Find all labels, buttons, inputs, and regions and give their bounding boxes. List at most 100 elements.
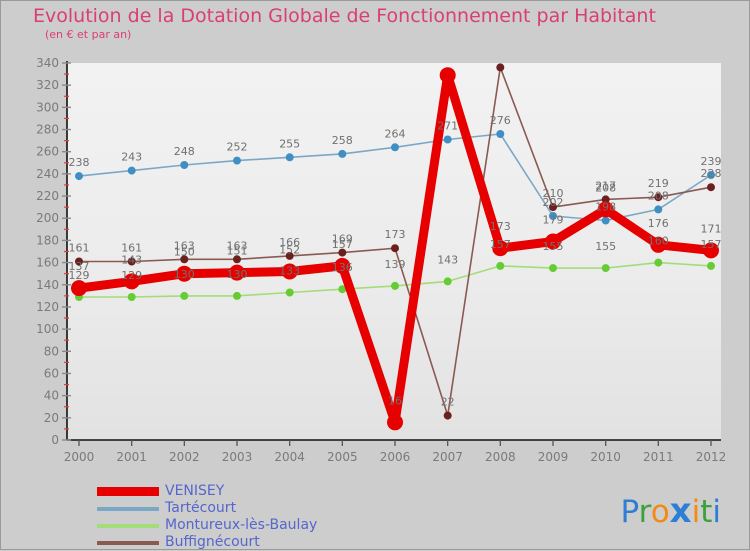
data-point — [707, 261, 715, 270]
y-tick-label: 120 — [36, 300, 59, 314]
y-tick-label: 260 — [36, 145, 59, 159]
data-label: 208 — [595, 181, 616, 194]
data-point — [338, 248, 347, 257]
data-point — [391, 244, 399, 253]
data-point — [387, 414, 403, 431]
data-label: 161 — [121, 242, 142, 255]
legend-item-buffign-court[interactable]: Buffignécourt — [97, 534, 317, 551]
legend-swatch — [97, 487, 159, 496]
y-tick-label: 0 — [51, 433, 59, 447]
page-title: Evolution de la Dotation Globale de Fonc… — [33, 5, 656, 27]
data-label: 163 — [227, 239, 248, 252]
y-tick-label: 160 — [36, 256, 59, 270]
data-point — [180, 291, 189, 300]
x-tick-label: 2004 — [274, 450, 305, 464]
y-tick-label: 180 — [36, 233, 59, 247]
data-point — [338, 149, 347, 158]
data-point — [391, 281, 399, 290]
data-label: 137 — [69, 260, 90, 273]
x-tick-label: 2001 — [116, 450, 147, 464]
y-tick-label: 100 — [36, 322, 59, 336]
data-label: 208 — [648, 189, 669, 202]
data-label: 173 — [490, 220, 511, 233]
x-tick-label: 2006 — [380, 450, 411, 464]
x-tick-label: 2002 — [169, 450, 200, 464]
y-tick-label: 340 — [36, 56, 59, 70]
legend-label: Buffignécourt — [165, 534, 260, 550]
data-point — [233, 156, 241, 165]
data-point — [439, 67, 456, 84]
data-label: 157 — [332, 238, 353, 251]
y-tick-label: 80 — [44, 344, 59, 358]
data-label: 173 — [385, 228, 406, 241]
data-label: 176 — [648, 217, 669, 230]
logo-letter: i — [712, 494, 721, 530]
data-point — [233, 291, 241, 300]
series-venisey — [71, 67, 719, 431]
legend-swatch — [97, 506, 159, 511]
y-tick-label: 300 — [36, 100, 59, 114]
x-tick-label: 2007 — [432, 450, 463, 464]
data-point — [285, 288, 294, 297]
x-tick-label: 2000 — [64, 450, 95, 464]
logo-letter: o — [650, 494, 670, 530]
data-label: 228 — [701, 167, 722, 180]
data-point — [285, 153, 294, 162]
data-point — [338, 285, 347, 294]
data-point — [127, 257, 136, 266]
data-point — [127, 166, 136, 175]
data-label: 133 — [279, 265, 300, 278]
data-label: 129 — [121, 269, 142, 282]
legend-label: Montureux-lès-Baulay — [165, 517, 318, 533]
data-label: 151 — [227, 245, 248, 258]
data-label: 166 — [279, 236, 300, 249]
data-label: 219 — [648, 177, 669, 190]
data-point — [127, 293, 136, 301]
y-tick-label: 60 — [44, 366, 59, 380]
x-tick-label: 2009 — [538, 450, 569, 464]
legend-swatch — [97, 540, 159, 545]
data-label: 130 — [174, 268, 195, 281]
x-tick-label: 2005 — [327, 450, 358, 464]
logo-letter: x — [669, 491, 692, 531]
data-point — [650, 236, 667, 253]
data-point — [443, 277, 452, 286]
data-label: 276 — [490, 114, 511, 127]
data-point — [601, 216, 610, 225]
data-point — [707, 183, 715, 192]
data-point — [180, 161, 189, 169]
data-label: 16 — [388, 394, 402, 407]
y-tick-label: 40 — [44, 389, 59, 403]
data-point — [285, 251, 294, 260]
data-point — [496, 63, 505, 72]
data-point — [601, 264, 610, 273]
data-point — [545, 233, 561, 250]
y-tick-label: 240 — [36, 167, 59, 181]
logo-letter: i — [691, 494, 701, 530]
data-point — [334, 257, 351, 274]
data-label: 243 — [121, 151, 142, 164]
data-point — [391, 143, 399, 152]
legend-label: Tartécourt — [165, 500, 237, 516]
legend-item-venisey[interactable]: VENISEY — [97, 483, 317, 500]
data-label: 157 — [490, 238, 511, 251]
y-tick-label: 20 — [44, 411, 59, 425]
data-point — [443, 135, 452, 144]
data-label: 143 — [437, 253, 458, 266]
data-point — [443, 411, 452, 420]
data-label: 161 — [69, 242, 90, 255]
data-label: 152 — [279, 244, 300, 257]
plot-area: 238 243 248 252 255 258 264 271 276 202 198 208 239 1… — [67, 63, 721, 440]
data-label: 217 — [595, 179, 616, 192]
data-point — [496, 130, 505, 138]
page-subtitle: (en € et par an) — [45, 28, 132, 41]
data-point — [176, 265, 193, 282]
data-label: 155 — [595, 240, 616, 253]
data-label: 255 — [279, 137, 300, 150]
data-label: 198 — [595, 201, 616, 214]
legend-item-tart-court[interactable]: Tartécourt — [97, 500, 317, 517]
legend-item-montureux-l-s-baulay[interactable]: Montureux-lès-Baulay — [97, 517, 317, 534]
x-tick-label: 2010 — [590, 450, 621, 464]
data-label: 163 — [174, 239, 195, 252]
